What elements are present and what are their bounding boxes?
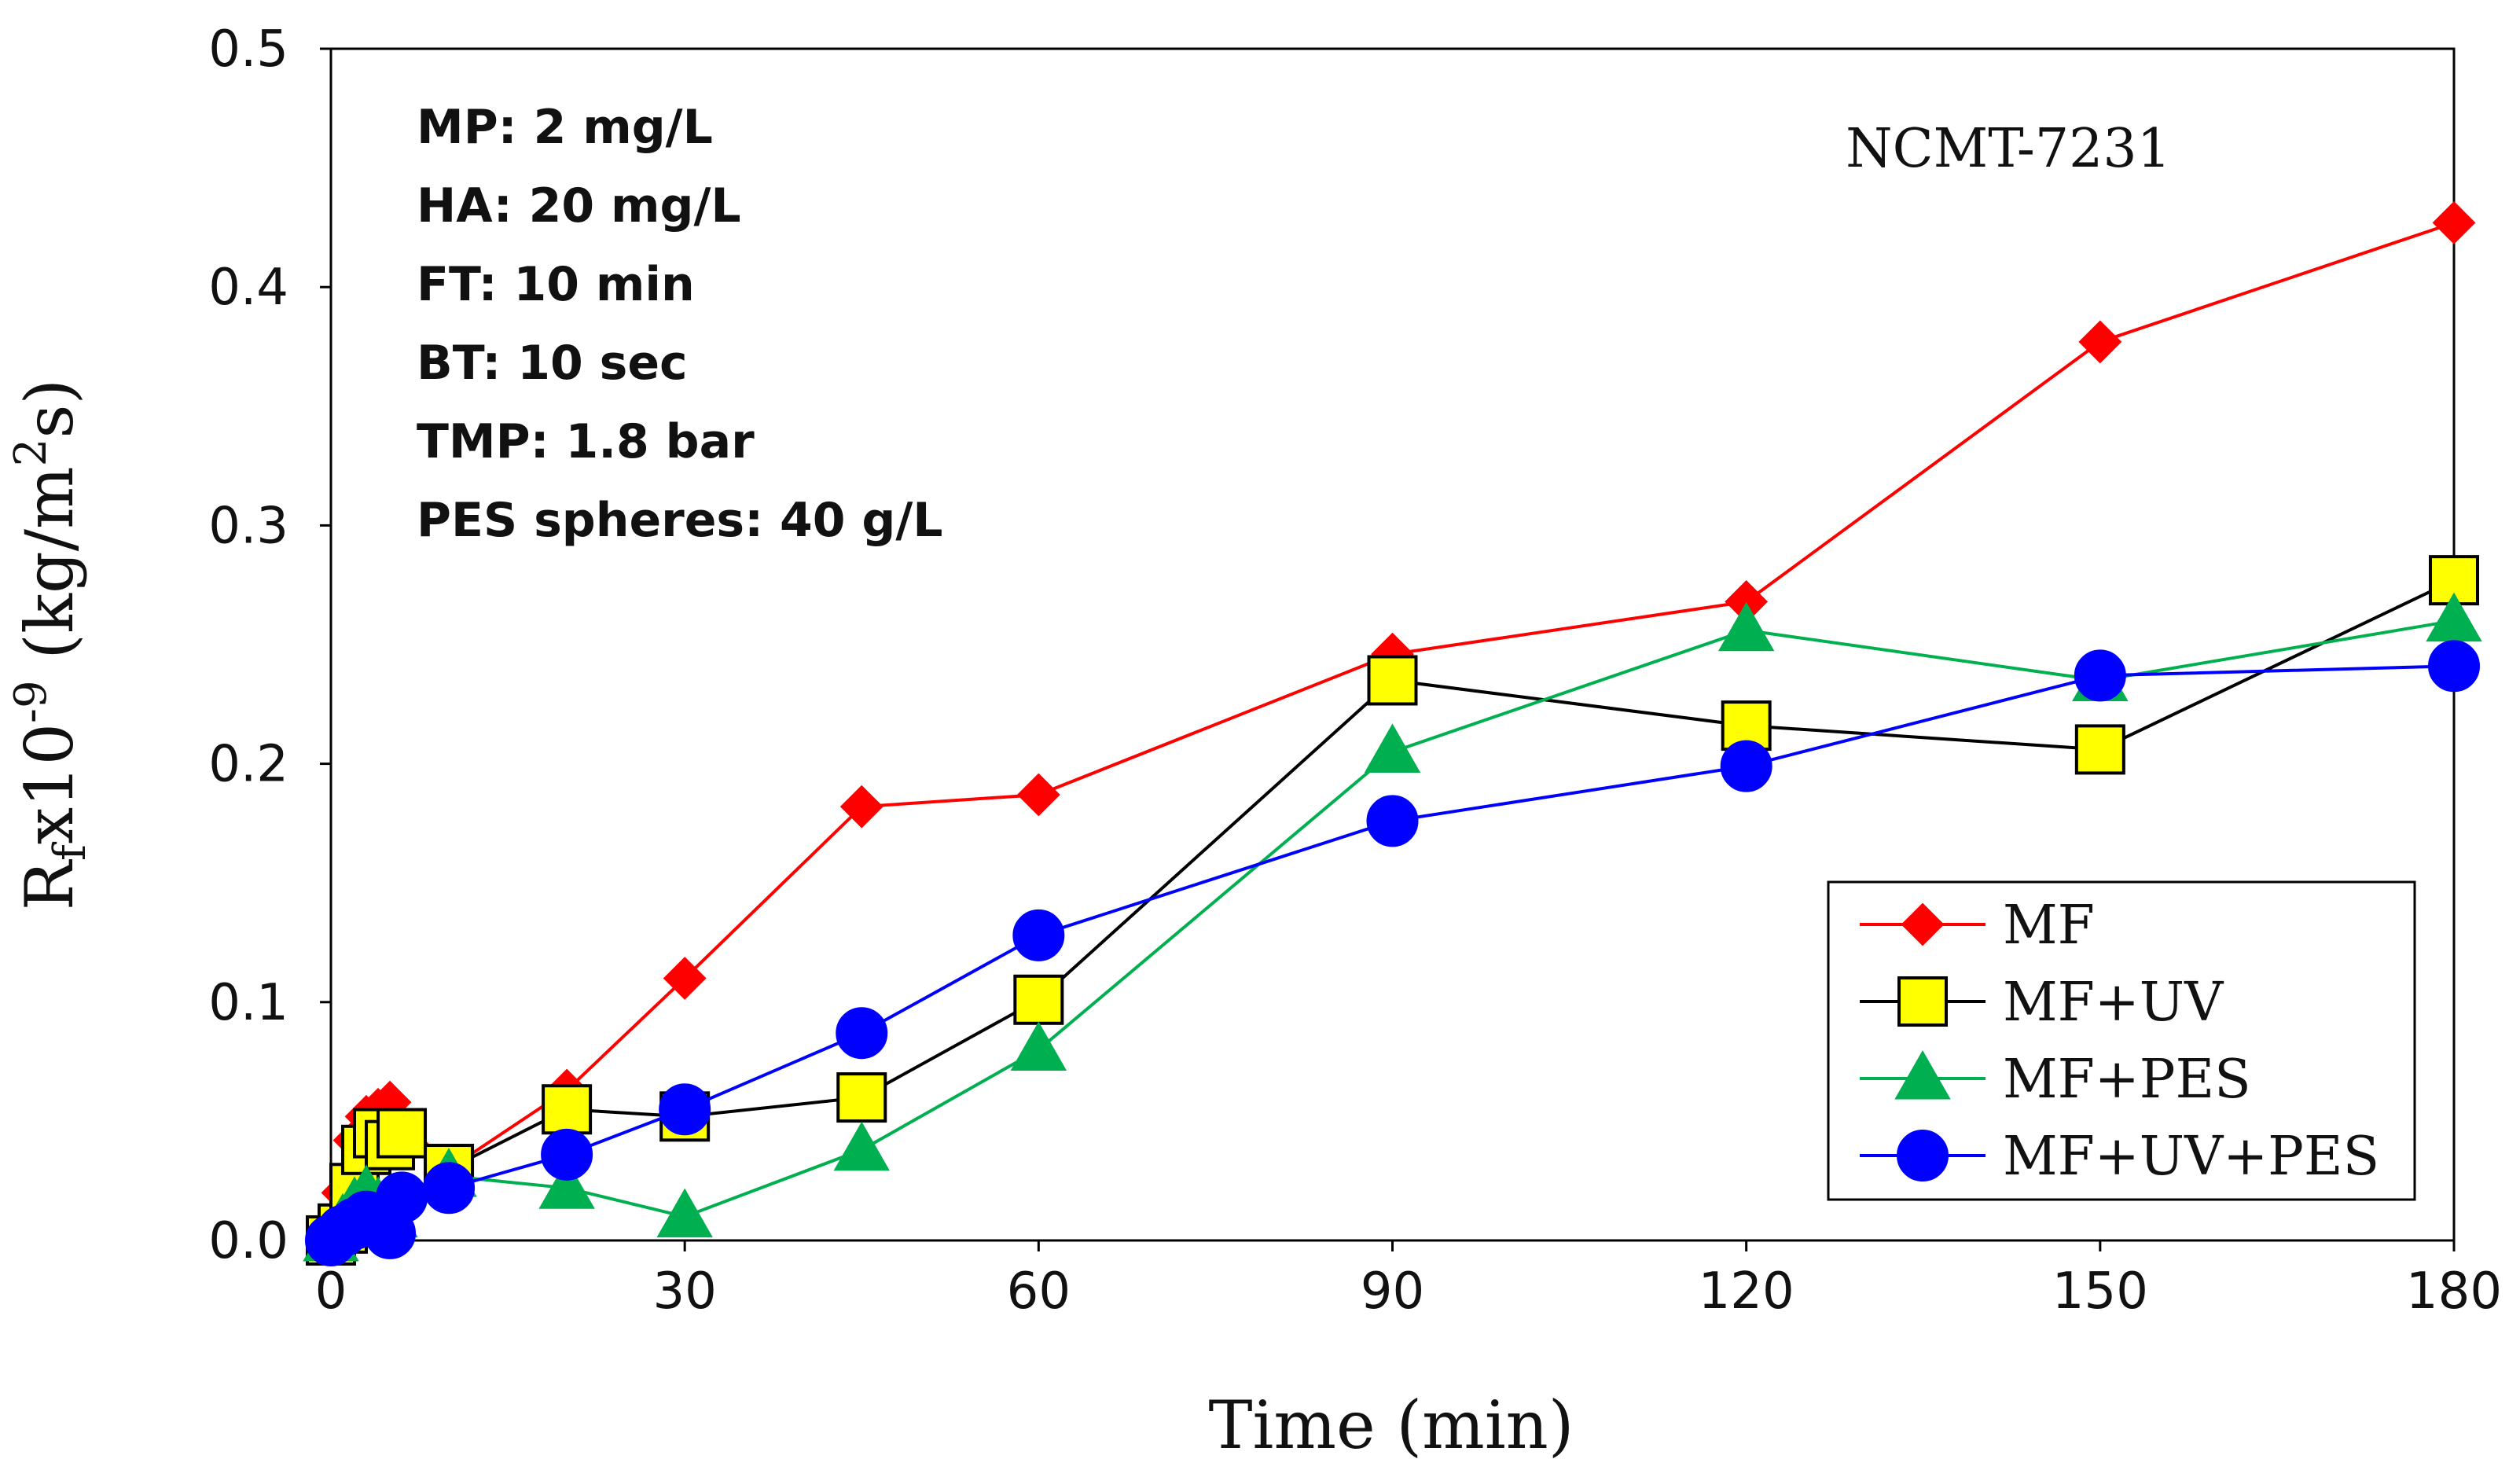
data-point-mf-uv-pes [376,1171,428,1224]
legend-label: MF [2003,895,2095,957]
data-point-mf [1016,773,1060,817]
sample-tag: NCMT-7231 [1846,118,2171,180]
data-point-mf-pes [1010,1021,1067,1071]
legend-item-mf-uv: MF+UV [1860,972,2224,1034]
legend-label: MF+UV+PES [2003,1126,2379,1188]
y-tick-label: 0.4 [208,259,288,317]
data-point-mf-uv [542,1084,593,1135]
data-point-mf-pes [1364,723,1421,773]
annotation-line: BT: 10 sec [417,336,688,391]
legend-label: MF+PES [2003,1049,2251,1111]
legend: MF MF+UV MF+PES MF+UV+PES [1827,880,2416,1201]
legend-item-mf: MF [1860,895,2095,957]
x-tick-label: 150 [2052,1262,2148,1321]
y-axis-title-unit-close: s) [11,379,88,439]
data-point-mf-uv [377,1108,428,1159]
data-point-mf-uv [2074,724,2125,775]
data-point-mf [2078,320,2122,364]
annotation-line: TMP: 1.8 bar [417,414,755,469]
annotation-line: HA: 20 mg/L [417,178,741,233]
data-point-mf [663,957,707,1000]
data-point-mf-pes [833,1121,890,1171]
y-axis-title-unit-open: (kg/m [11,466,88,680]
x-tick-label: 120 [1699,1262,1794,1321]
data-point-mf-pes [1717,601,1775,652]
data-point-mf-uv-pes [2428,640,2480,693]
y-tick-label: 0.5 [208,20,288,79]
y-axis-title-main: R [11,858,88,910]
legend-marker-mf-uv [1897,976,1948,1027]
y-tick-label: 0.3 [208,497,288,555]
y-axis-title: Rfx10-9 (kg/m2s) [6,379,96,910]
legend-item-mf-uv-pes: MF+UV+PES [1860,1126,2379,1188]
data-point-mf-pes [538,1159,595,1209]
data-point-mf [2432,200,2476,244]
legend-label: MF+UV [2003,972,2224,1034]
y-tick-label: 0.0 [208,1212,288,1270]
x-tick-label: 90 [1361,1262,1424,1321]
y-axis-title-unit-sup: 2 [6,439,57,467]
data-point-mf-uv-pes [2074,649,2126,702]
data-point-mf-pes [656,1188,713,1238]
series-mf-uv-pes [305,640,2480,1266]
x-tick-label: 30 [652,1262,716,1321]
y-axis-title-mid: x10 [11,723,88,844]
data-point-mf-uv [836,1072,887,1123]
annotation-line: PES spheres: 40 g/L [417,493,943,548]
annotation-line: FT: 10 min [417,257,695,312]
data-point-mf-uv [1013,974,1064,1025]
data-point-mf-uv-pes [836,1007,888,1060]
y-axis-title-sup: -9 [6,680,57,723]
x-tick-label: 60 [1007,1262,1071,1321]
data-point-mf-uv-pes [541,1128,593,1181]
legend-marker-mf-pes [1894,1049,1951,1100]
legend-marker-mf [1901,902,1945,946]
x-tick-label: 180 [2406,1262,2502,1321]
x-axis-title: Time (min) [1208,1387,1574,1464]
y-tick-label: 0.2 [208,736,288,794]
x-tick-label: 0 [315,1262,347,1321]
data-point-mf-uv-pes [1366,795,1419,847]
data-point-mf-uv-pes [1720,740,1772,792]
annotation-line: MP: 2 mg/L [417,100,713,155]
data-point-mf [839,785,883,829]
data-point-mf-uv-pes [1012,909,1065,961]
legend-item-mf-pes: MF+PES [1860,1049,2251,1111]
y-tick-label: 0.1 [208,974,288,1032]
data-point-mf-uv-pes [659,1083,711,1136]
data-point-mf-uv-pes [423,1162,476,1215]
legend-marker-mf-uv-pes [1897,1130,1949,1181]
data-point-mf-uv [1367,655,1418,706]
